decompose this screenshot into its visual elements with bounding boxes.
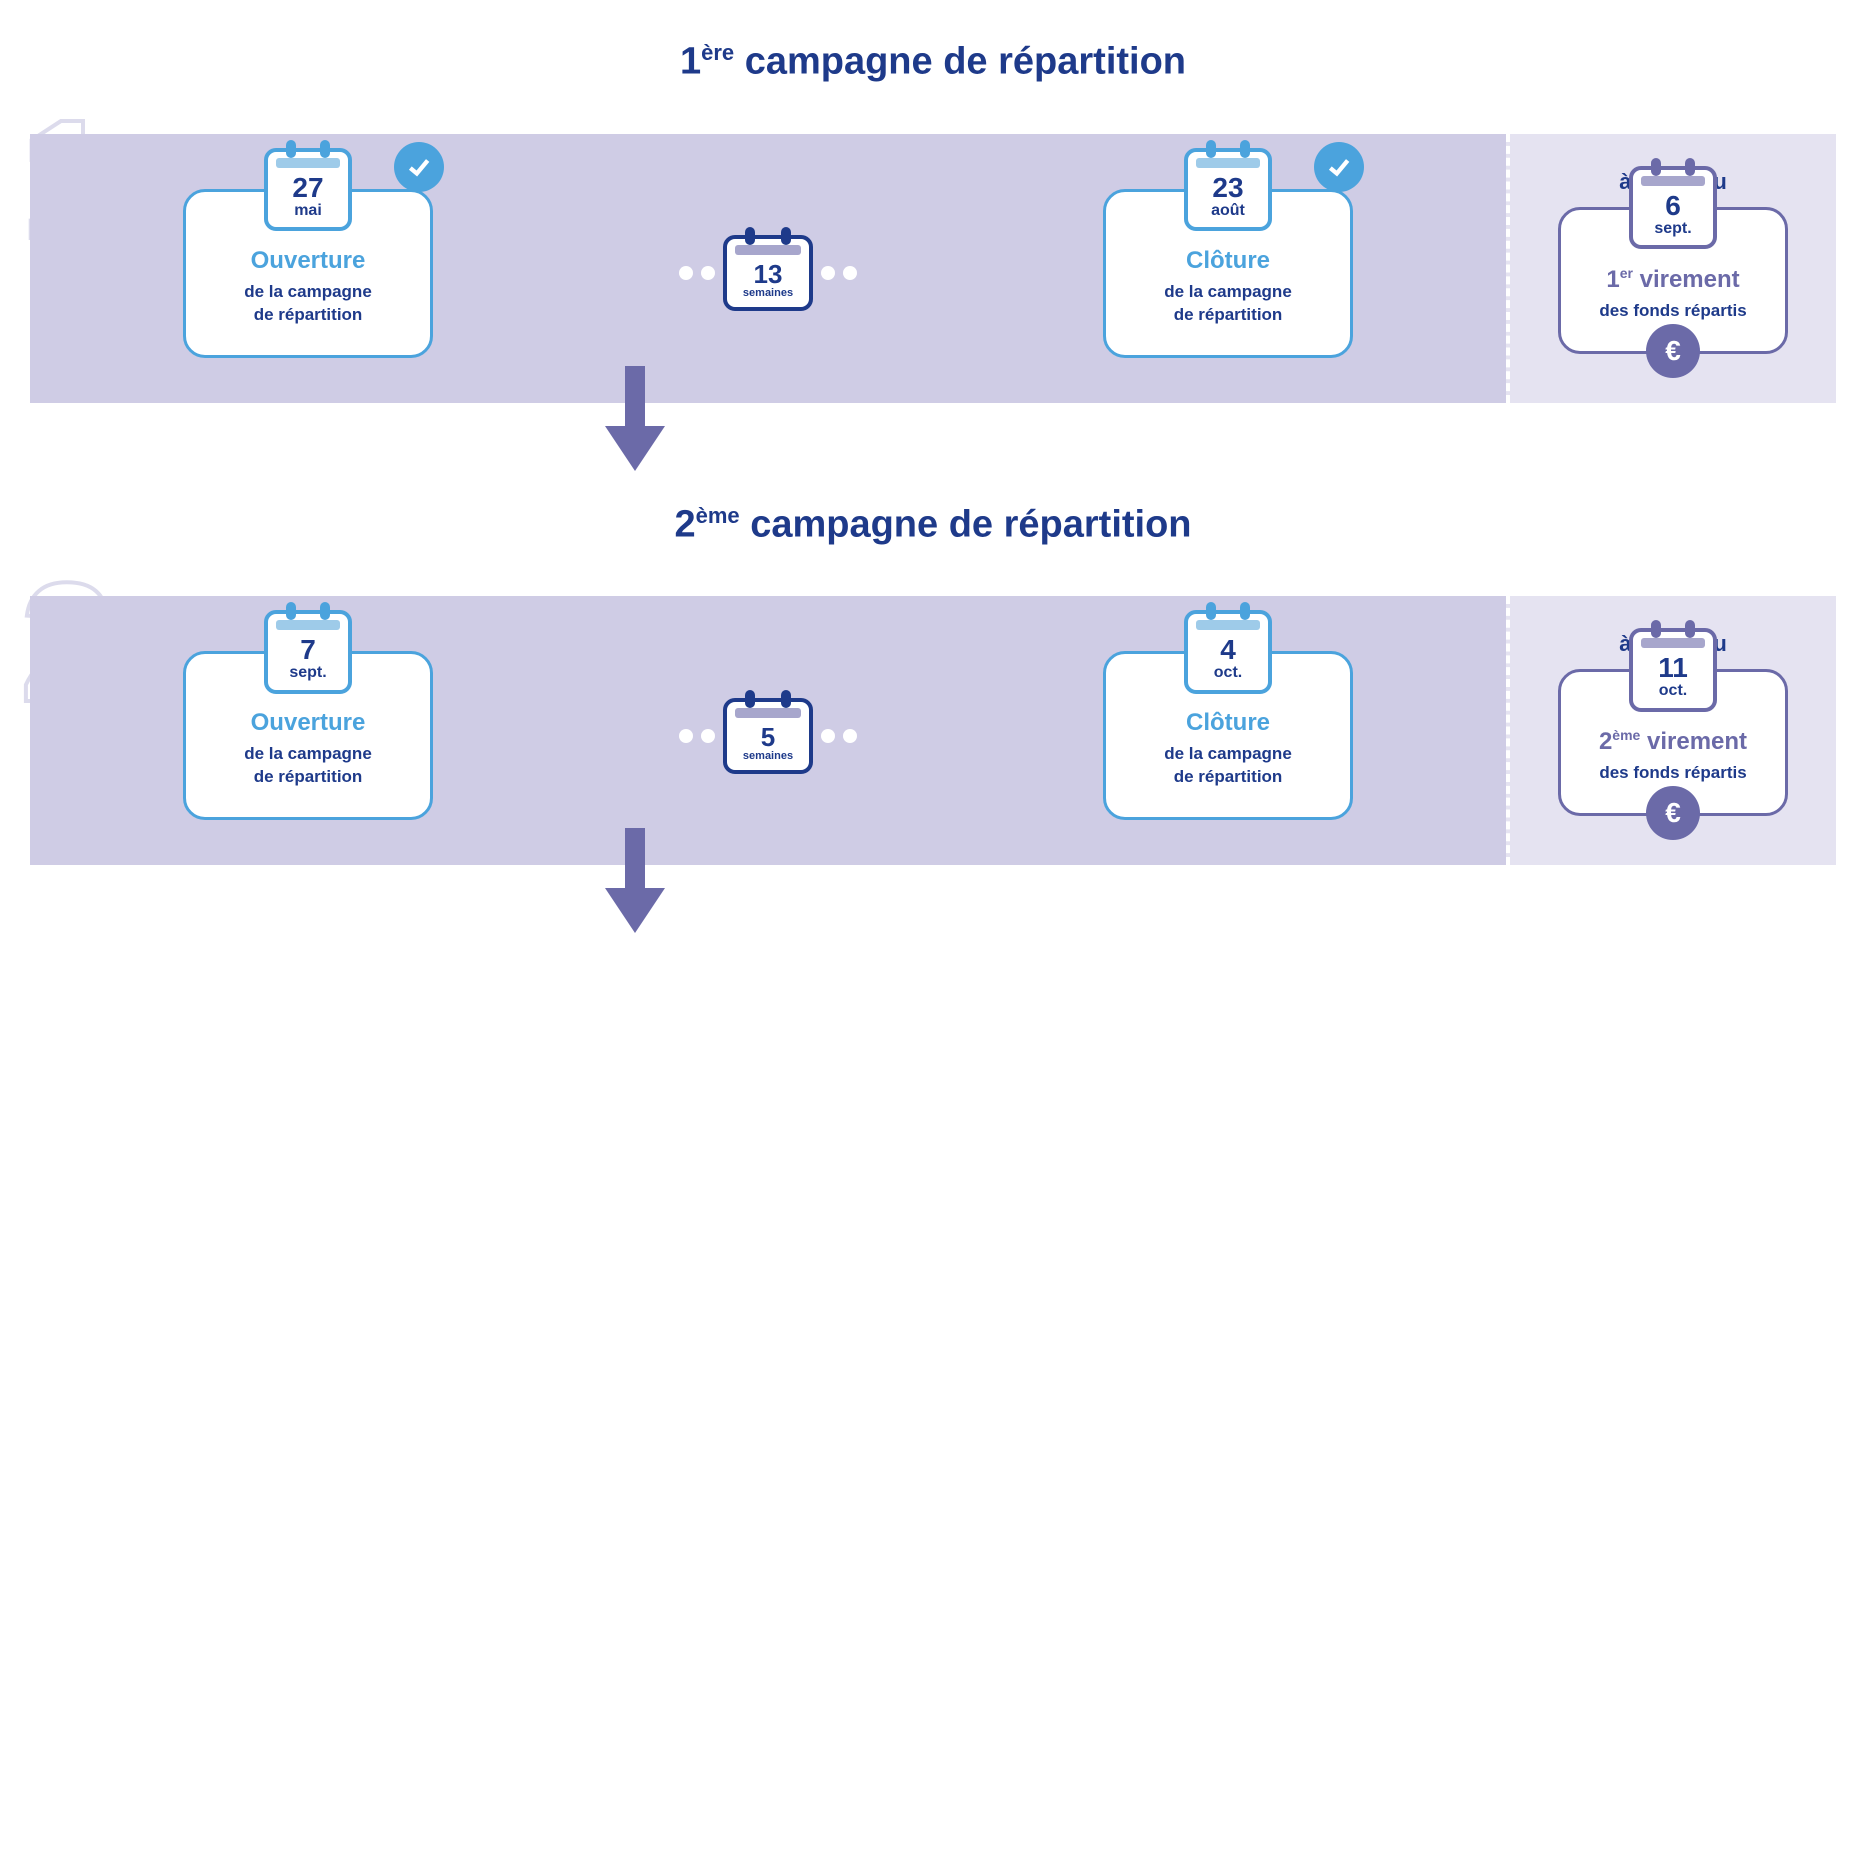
open-month: sept.: [272, 664, 344, 682]
close-month: oct.: [1192, 664, 1264, 682]
close-card: 23aoûtClôturede la campagnede répartitio…: [1103, 189, 1353, 358]
open-heading: Ouverture: [208, 709, 408, 737]
title-rest: campagne de répartition: [740, 503, 1192, 545]
duration-block: 5semaines: [679, 698, 857, 774]
calendar-icon: 6sept.: [1629, 166, 1717, 250]
campaign-title: 1ère campagne de répartition: [30, 40, 1836, 84]
down-arrow-icon: [595, 366, 675, 481]
duration-calendar-icon: 5semaines: [723, 698, 813, 774]
open-day: 7: [272, 636, 344, 664]
close-heading: Clôture: [1128, 709, 1328, 737]
duration-block: 13semaines: [679, 235, 857, 311]
campaign-row: 27maiOuverturede la campagnede répartiti…: [30, 134, 1836, 403]
euro-icon: €: [1646, 324, 1700, 378]
open-heading: Ouverture: [208, 247, 408, 275]
open-month: mai: [272, 202, 344, 220]
payment-sub: des fonds répartis: [1583, 300, 1763, 323]
close-month: août: [1192, 202, 1264, 220]
euro-icon: €: [1646, 786, 1700, 840]
duration-unit: semaines: [731, 287, 805, 299]
campaign-right-panel: à partir du6sept.1er virementdes fonds r…: [1506, 134, 1836, 403]
open-day: 27: [272, 174, 344, 202]
calendar-icon: 11oct.: [1629, 628, 1717, 712]
dot-icon: [821, 729, 835, 743]
close-card: 4oct.Clôturede la campagnede répartition: [1103, 651, 1353, 820]
calendar-icon: 27mai: [264, 148, 352, 232]
duration-num: 5: [731, 724, 805, 750]
open-card: 7sept.Ouverturede la campagnede répartit…: [183, 651, 433, 820]
dot-icon: [821, 266, 835, 280]
payment-sub: des fonds répartis: [1583, 762, 1763, 785]
payment-month: oct.: [1637, 682, 1709, 700]
campaign-row: 7sept.Ouverturede la campagnede répartit…: [30, 596, 1836, 865]
campaign-left-panel: 27maiOuverturede la campagnede répartiti…: [30, 134, 1506, 403]
duration-unit: semaines: [731, 750, 805, 762]
campaign-block: 2ème campagne de répartition2 7sept. Ouver…: [30, 503, 1836, 866]
close-day: 4: [1192, 636, 1264, 664]
close-sub1: de la campagne: [1128, 281, 1328, 304]
title-rest: campagne de répartition: [734, 41, 1186, 83]
dot-icon: [701, 729, 715, 743]
campaign-title: 2ème campagne de répartition: [30, 503, 1836, 547]
open-sub1: de la campagne: [208, 743, 408, 766]
payment-card: 6sept.1er virementdes fonds répartis€: [1558, 207, 1788, 354]
title-prefix: 1: [680, 41, 701, 83]
close-sub2: de répartition: [1128, 766, 1328, 789]
down-arrow-icon: [595, 828, 675, 943]
dot-icon: [701, 266, 715, 280]
open-card: 27maiOuverturede la campagnede répartiti…: [183, 189, 433, 358]
title-prefix: 2: [674, 503, 695, 545]
campaign-block: 1ère campagne de répartition1 27mai Ouvert…: [30, 40, 1836, 403]
dot-icon: [843, 266, 857, 280]
calendar-icon: 4oct.: [1184, 610, 1272, 694]
calendar-icon: 7sept.: [264, 610, 352, 694]
payment-month: sept.: [1637, 220, 1709, 238]
payment-day: 6: [1637, 192, 1709, 220]
close-sub1: de la campagne: [1128, 743, 1328, 766]
open-sub1: de la campagne: [208, 281, 408, 304]
dot-icon: [679, 266, 693, 280]
check-icon: [1314, 142, 1364, 192]
open-sub2: de répartition: [208, 766, 408, 789]
close-heading: Clôture: [1128, 247, 1328, 275]
duration-calendar-icon: 13semaines: [723, 235, 813, 311]
payment-heading: 2ème virement: [1583, 727, 1763, 756]
campaign-left-panel: 7sept.Ouverturede la campagnede répartit…: [30, 596, 1506, 865]
dot-icon: [843, 729, 857, 743]
close-day: 23: [1192, 174, 1264, 202]
title-sup: ère: [701, 40, 734, 65]
payment-card: 11oct.2ème virementdes fonds répartis€: [1558, 669, 1788, 816]
open-sub2: de répartition: [208, 304, 408, 327]
payment-day: 11: [1637, 654, 1709, 682]
dot-icon: [679, 729, 693, 743]
payment-heading: 1er virement: [1583, 265, 1763, 294]
title-sup: ème: [696, 503, 740, 528]
campaign-right-panel: à partir du11oct.2ème virementdes fonds …: [1506, 596, 1836, 865]
calendar-icon: 23août: [1184, 148, 1272, 232]
close-sub2: de répartition: [1128, 304, 1328, 327]
check-icon: [394, 142, 444, 192]
duration-num: 13: [731, 261, 805, 287]
